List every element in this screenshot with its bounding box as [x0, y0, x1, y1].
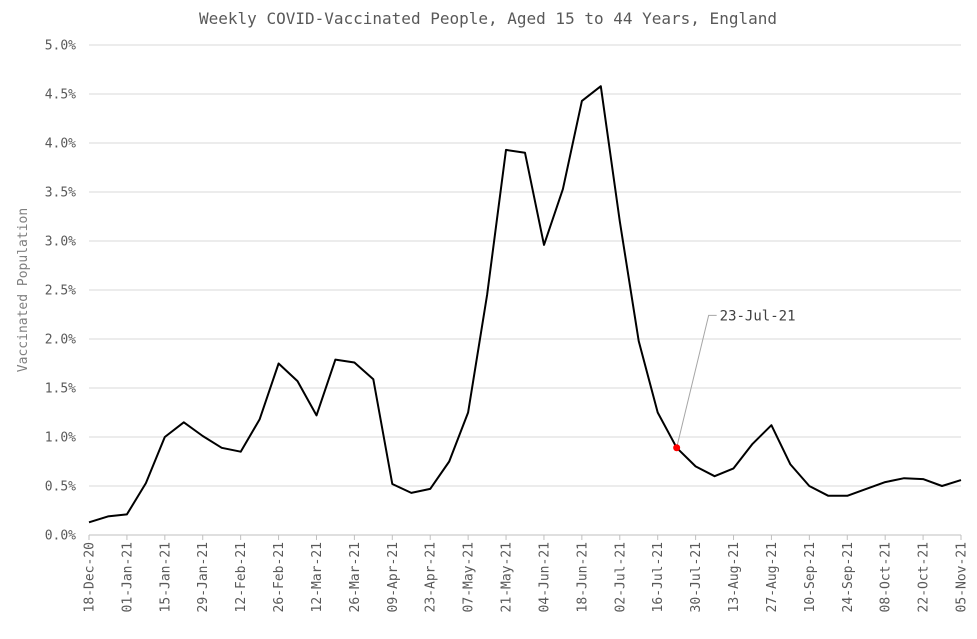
x-tick-label: 21-May-21 — [500, 542, 515, 612]
highlight-point — [673, 444, 681, 452]
x-tick-label: 10-Sep-21 — [803, 542, 818, 612]
y-tick-label: 4.0% — [45, 137, 76, 152]
y-tick-label: 0.5% — [45, 480, 76, 495]
x-tick-label: 27-Aug-21 — [765, 542, 780, 612]
y-tick-label: 2.0% — [45, 333, 76, 348]
x-tick-label: 04-Jun-21 — [537, 542, 552, 612]
annotation-leader-line — [676, 314, 717, 448]
gridlines — [89, 44, 961, 487]
x-tick-label: 16-Jul-21 — [651, 542, 666, 612]
x-tick-label: 18-Jun-21 — [575, 542, 590, 612]
y-tick-label: 3.0% — [45, 235, 76, 250]
x-tick-label: 22-Oct-21 — [917, 542, 932, 612]
x-tick-label: 30-Jul-21 — [689, 542, 704, 612]
chart-title: Weekly COVID-Vaccinated People, Aged 15 … — [199, 9, 777, 28]
y-axis-label: Vaccinated Population — [16, 208, 31, 372]
x-tick-label: 23-Apr-21 — [424, 542, 439, 612]
x-tick-label: 05-Nov-21 — [955, 542, 970, 612]
x-tick-label: 26-Mar-21 — [348, 542, 363, 612]
y-tick-labels: 0.0% 0.5% 1.0% 1.5% 2.0% 2.5% 3.0% 3.5% 4.0% 4.5%… — [45, 39, 76, 544]
x-tick-label: 02-Jul-21 — [613, 542, 628, 612]
series-layer — [88, 85, 962, 524]
series-line — [88, 85, 962, 524]
axes — [88, 534, 962, 540]
y-tick-label: 4.5% — [45, 88, 76, 103]
x-tick-label: 08-Oct-21 — [879, 542, 894, 612]
x-tick-label: 26-Feb-21 — [272, 542, 287, 612]
y-tick-label: 5.0% — [45, 39, 76, 54]
x-tick-label: 15-Jan-21 — [158, 542, 173, 612]
y-tick-label: 0.0% — [45, 529, 76, 544]
x-tick-label: 12-Feb-21 — [234, 542, 249, 612]
x-tick-label: 01-Jan-21 — [120, 542, 135, 612]
x-tick-label: 18-Dec-20 — [83, 542, 98, 612]
y-tick-label: 2.5% — [45, 284, 76, 299]
x-tick-label: 12-Mar-21 — [310, 542, 325, 612]
y-tick-label: 3.5% — [45, 186, 76, 201]
y-tick-label: 1.5% — [45, 382, 76, 397]
x-tick-labels: 18-Dec-20 01-Jan-21 15-Jan-21 29-Jan-21 12-F… — [83, 542, 970, 612]
annotations: 23-Jul-21 — [673, 308, 796, 452]
x-tick-label: 13-Aug-21 — [727, 542, 742, 612]
y-tick-label: 1.0% — [45, 431, 76, 446]
x-tick-label: 24-Sep-21 — [841, 542, 856, 612]
x-tick-label: 09-Apr-21 — [386, 542, 401, 612]
annotation-label: 23-Jul-21 — [720, 308, 796, 324]
x-tick-label: 07-May-21 — [462, 542, 477, 612]
x-tick-label: 29-Jan-21 — [196, 542, 211, 612]
